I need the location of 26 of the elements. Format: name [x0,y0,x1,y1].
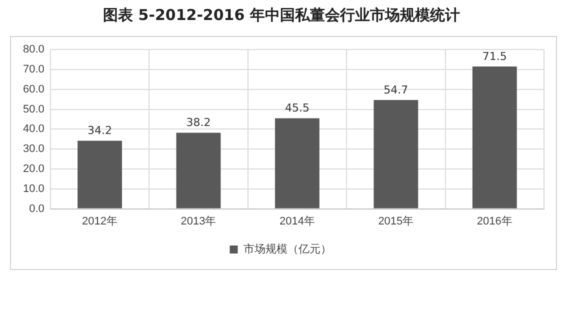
legend-label: 市场规模（亿元） [243,242,332,256]
y-tick-label: 50.0 [22,103,44,116]
chart-title: 图表 5-2012-2016 年中国私董会行业市场规模统计 [102,6,461,25]
x-tick-label: 2014年 [279,215,315,228]
x-tick-label: 2013年 [180,215,216,228]
y-tick-label: 0.0 [29,202,44,215]
data-label: 38.2 [186,116,211,130]
data-label: 45.5 [284,102,310,115]
bar [274,118,320,208]
bar [374,100,418,208]
data-label: 54.7 [384,83,408,96]
y-tick-label: 20.0 [22,163,44,176]
y-tick-label: 70.0 [22,64,44,76]
x-tick-label: 2016年 [476,215,512,228]
bar [176,132,221,208]
y-tick-label: 40.0 [22,123,44,136]
bar [78,140,122,208]
y-tick-label: 80.0 [22,44,44,56]
data-label: 34.2 [88,124,112,138]
bar [472,66,517,208]
y-tick-label: 30.0 [22,143,44,156]
y-tick-label: 10.0 [22,182,44,195]
x-tick-label: 2015年 [378,215,414,228]
data-label: 71.5 [482,50,507,63]
y-tick-label: 60.0 [22,83,44,96]
x-tick-label: 2012年 [82,215,118,228]
